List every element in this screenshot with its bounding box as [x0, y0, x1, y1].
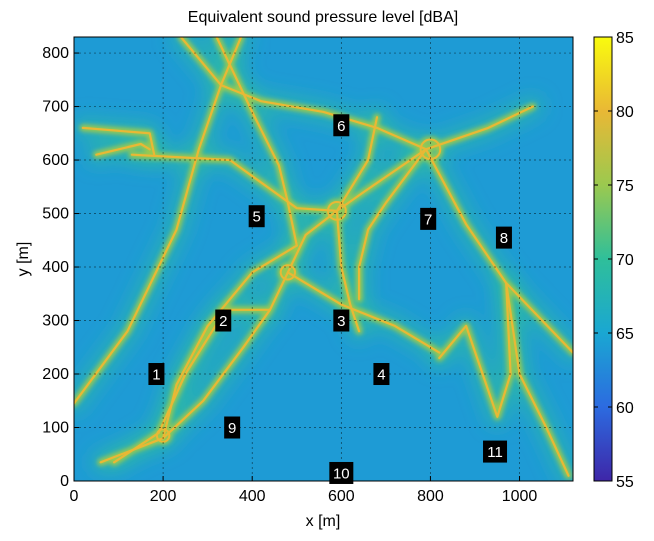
y-tick-label: 500: [42, 206, 69, 223]
annotation-label: 10: [333, 465, 350, 482]
annotation-box: 10: [329, 461, 354, 484]
road-1: [74, 37, 243, 405]
x-tick-label: 800: [417, 488, 444, 505]
y-tick-label: 0: [60, 473, 69, 490]
annotation-box: 11: [483, 440, 508, 463]
annotation-box: 5: [248, 205, 265, 228]
colorbar-tick-label: 65: [616, 326, 634, 343]
roundabout-3: [279, 264, 296, 281]
grid-lines: [74, 37, 573, 481]
annotation-label: 2: [219, 313, 227, 330]
annotation-box-bg: [215, 309, 232, 332]
road-12: [438, 282, 512, 418]
road-11: [424, 148, 573, 354]
annotation-box-bg: [224, 416, 241, 439]
annotation-box-bg: [148, 363, 165, 386]
annotation-box-bg: [373, 363, 390, 386]
annotation-box: 3: [333, 309, 350, 332]
plot-area: [74, 37, 573, 481]
roundabout-2: [326, 200, 347, 221]
annotation-box: 2: [215, 309, 232, 332]
x-axis-label: x [m]: [306, 513, 341, 530]
colorbar-tick-label: 55: [616, 474, 634, 491]
plot-frame: [73, 36, 574, 482]
colorbar: 55 60 65 70 75 80 85: [593, 30, 634, 491]
annotation-box-bg: [495, 226, 512, 249]
y-axis-label: y [m]: [15, 242, 32, 277]
road-5: [130, 148, 428, 212]
y-tick-label: 600: [42, 152, 69, 169]
road-16: [99, 244, 298, 464]
y-tick-label: 700: [42, 99, 69, 116]
road-15: [81, 126, 156, 156]
y-axis: 0 100 200 300 400 500 600 700 800: [42, 45, 79, 490]
road-core-layer: [74, 37, 573, 477]
y-tick-label: 300: [42, 313, 69, 330]
x-tick-label: 200: [150, 488, 177, 505]
road-10: [358, 148, 428, 301]
chart-title: Equivalent sound pressure level [dBA]: [188, 9, 458, 26]
colorbar-ticks: 55 60 65 70 75 80 85: [594, 30, 634, 491]
x-tick-label: 400: [239, 488, 266, 505]
annotation-box-bg: [248, 205, 265, 228]
annotation-box-bg: [333, 114, 350, 137]
annotation-box: 1: [148, 363, 165, 386]
road-14: [95, 142, 151, 156]
annotation-label: 6: [337, 118, 345, 135]
annotation-label: 4: [377, 367, 385, 384]
annotation-labels: 1 2 3 4 5 6 7 8 9 10 11: [148, 114, 512, 484]
annotation-label: 11: [487, 444, 503, 461]
road-6: [335, 116, 379, 212]
annotation-box: 4: [373, 363, 390, 386]
annotation-box-bg: [329, 461, 354, 484]
x-tick-label: 1000: [502, 488, 538, 505]
road-9: [335, 209, 361, 333]
y-tick-label: 200: [42, 366, 69, 383]
road-4: [424, 105, 534, 151]
annotation-label: 5: [252, 209, 260, 226]
annotation-label: 3: [337, 313, 345, 330]
annotation-box-bg: [333, 309, 350, 332]
y-tick-label: 400: [42, 259, 69, 276]
road-13: [505, 282, 570, 477]
x-axis: 0 200 400 600 800 1000: [70, 476, 538, 505]
annotation-box: 7: [420, 207, 437, 230]
y-tick-label: 100: [42, 420, 69, 437]
colorbar-tick-label: 80: [616, 104, 634, 121]
colorbar-tick-label: 60: [616, 400, 634, 417]
annotation-box: 9: [224, 416, 241, 439]
road-3: [179, 37, 428, 151]
annotation-box-bg: [483, 440, 508, 463]
roundabout-1: [419, 138, 442, 161]
roundabout-4: [155, 428, 171, 443]
annotation-label: 8: [500, 230, 508, 247]
annotation-box: 6: [333, 114, 350, 137]
road-8: [286, 271, 441, 354]
colorbar-tick-label: 75: [616, 178, 634, 195]
annotation-label: 7: [424, 211, 432, 228]
annotation-label: 9: [228, 420, 236, 437]
x-tick-label: 0: [70, 488, 79, 505]
annotation-label: 1: [152, 367, 160, 384]
x-tick-label: 600: [328, 488, 355, 505]
road-2: [215, 37, 298, 247]
annotation-box-bg: [420, 207, 437, 230]
colorbar-tick-label: 70: [616, 252, 634, 269]
y-tick-label: 800: [42, 45, 69, 62]
colorbar-tick-label: 85: [616, 30, 634, 47]
annotation-box: 8: [495, 226, 512, 249]
